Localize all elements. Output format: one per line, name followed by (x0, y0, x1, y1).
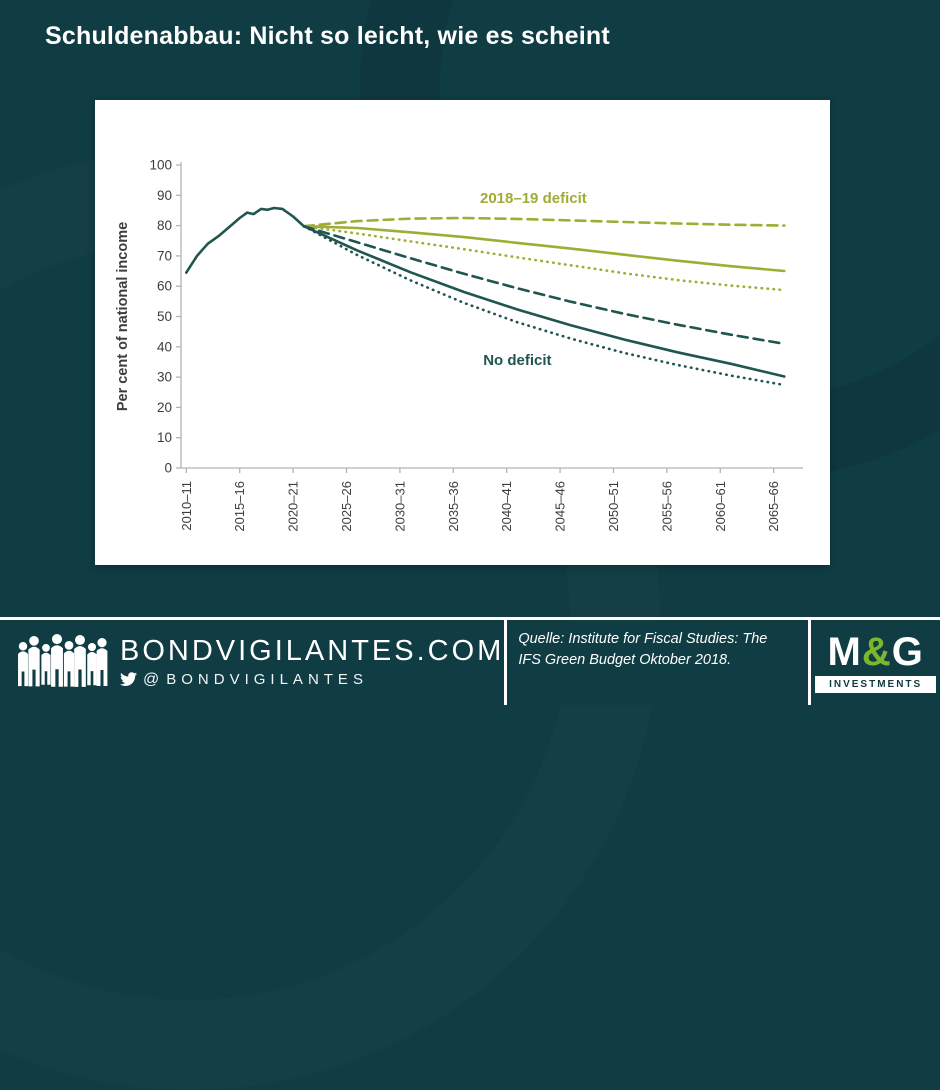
svg-text:2050–51: 2050–51 (606, 481, 621, 532)
svg-text:2010–11: 2010–11 (179, 481, 194, 531)
svg-text:70: 70 (157, 248, 172, 263)
footer-brand-section: BONDVIGILANTES.COM @ BONDVIGILANTES (0, 620, 504, 705)
mg-logo-letters: M&G (827, 630, 924, 674)
svg-text:50: 50 (157, 309, 172, 324)
svg-text:0: 0 (164, 461, 172, 476)
svg-text:2040–41: 2040–41 (499, 481, 514, 532)
twitter-line: @ BONDVIGILANTES (120, 671, 504, 689)
svg-text:2020–21: 2020–21 (286, 481, 301, 532)
svg-text:2055–56: 2055–56 (659, 481, 674, 532)
crowd-icon (18, 633, 108, 687)
svg-text:2065–66: 2065–66 (766, 481, 781, 532)
footer-source-section: Quelle: Institute for Fiscal Studies: Th… (504, 620, 808, 705)
svg-text:2025–26: 2025–26 (339, 481, 354, 532)
twitter-icon (120, 672, 137, 687)
source-text-line1: Quelle: Institute for Fiscal Studies: Th… (518, 631, 768, 647)
mg-investments-logo: M&G INVESTMENTS (815, 630, 937, 693)
svg-text:No deficit: No deficit (483, 352, 551, 369)
svg-text:2015–16: 2015–16 (232, 481, 247, 532)
svg-text:20: 20 (157, 400, 172, 415)
slide-title: Schuldenabbau: Nicht so leicht, wie es s… (45, 22, 610, 50)
svg-text:Per cent of national income: Per cent of national income (115, 222, 131, 411)
brand-title: BONDVIGILANTES.COM (120, 635, 505, 668)
brand-block: BONDVIGILANTES.COM @ BONDVIGILANTES (120, 636, 504, 688)
svg-text:2035–36: 2035–36 (446, 481, 461, 532)
svg-text:80: 80 (157, 218, 172, 233)
twitter-at: @ (143, 670, 160, 688)
svg-text:100: 100 (149, 158, 172, 173)
footer: BONDVIGILANTES.COM @ BONDVIGILANTES Quel… (0, 617, 940, 705)
svg-text:2018–19 deficit: 2018–19 deficit (480, 190, 587, 207)
svg-text:60: 60 (157, 279, 172, 294)
footer-logo-section: M&G INVESTMENTS (808, 620, 940, 705)
mg-ampersand: & (861, 630, 892, 674)
svg-text:2060–61: 2060–61 (713, 481, 728, 532)
svg-text:2045–46: 2045–46 (553, 481, 568, 532)
svg-text:90: 90 (157, 188, 172, 203)
svg-text:2030–31: 2030–31 (392, 481, 407, 532)
svg-text:40: 40 (157, 339, 172, 354)
source-text-line2: IFS Green Budget Oktober 2018. (518, 652, 732, 669)
svg-text:10: 10 (157, 430, 172, 445)
twitter-handle: BONDVIGILANTES (166, 671, 368, 689)
chart-panel: 0 10 20 30 40 50 60 70 80 90 100 2010–11 2015–16 2020… (95, 100, 830, 565)
svg-text:30: 30 (157, 370, 172, 385)
mg-logo-subtitle: INVESTMENTS (815, 676, 937, 693)
debt-projection-chart: 0 10 20 30 40 50 60 70 80 90 100 2010–11 2015–16 2020… (115, 158, 803, 532)
